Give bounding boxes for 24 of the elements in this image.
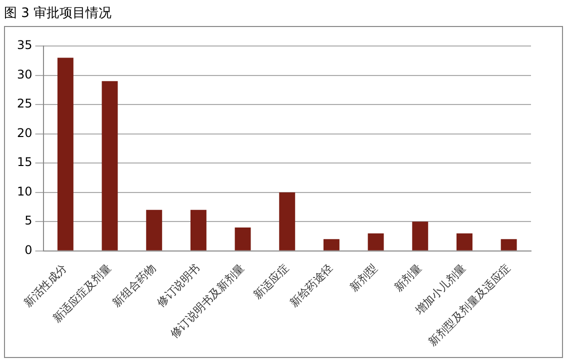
bar [102, 81, 118, 250]
y-tick-label: 35 [16, 38, 32, 52]
chart-title: 图 3 审批项目情况 [4, 5, 112, 22]
bar [456, 233, 472, 250]
x-tick-label: 新剂量 [392, 262, 424, 294]
y-tick-label: 30 [16, 67, 32, 82]
bar [412, 222, 428, 250]
bar [323, 239, 340, 250]
bar [190, 210, 206, 250]
x-tick-label: 新组合药物 [110, 262, 158, 310]
bar [279, 192, 296, 250]
y-tick-label: 10 [16, 184, 32, 198]
y-tick-label: 20 [16, 126, 32, 140]
bar [146, 210, 162, 250]
bar [368, 233, 384, 250]
y-tick-label: 15 [16, 155, 32, 170]
bar [57, 58, 74, 250]
x-tick-label: 新剂型 [347, 262, 380, 294]
bar [234, 227, 251, 250]
bar [500, 239, 517, 250]
y-tick-label: 5 [24, 214, 32, 228]
x-tick-label: 新给药途径 [288, 262, 336, 310]
y-tick-label: 0 [24, 243, 32, 258]
y-tick-label: 25 [16, 96, 32, 111]
